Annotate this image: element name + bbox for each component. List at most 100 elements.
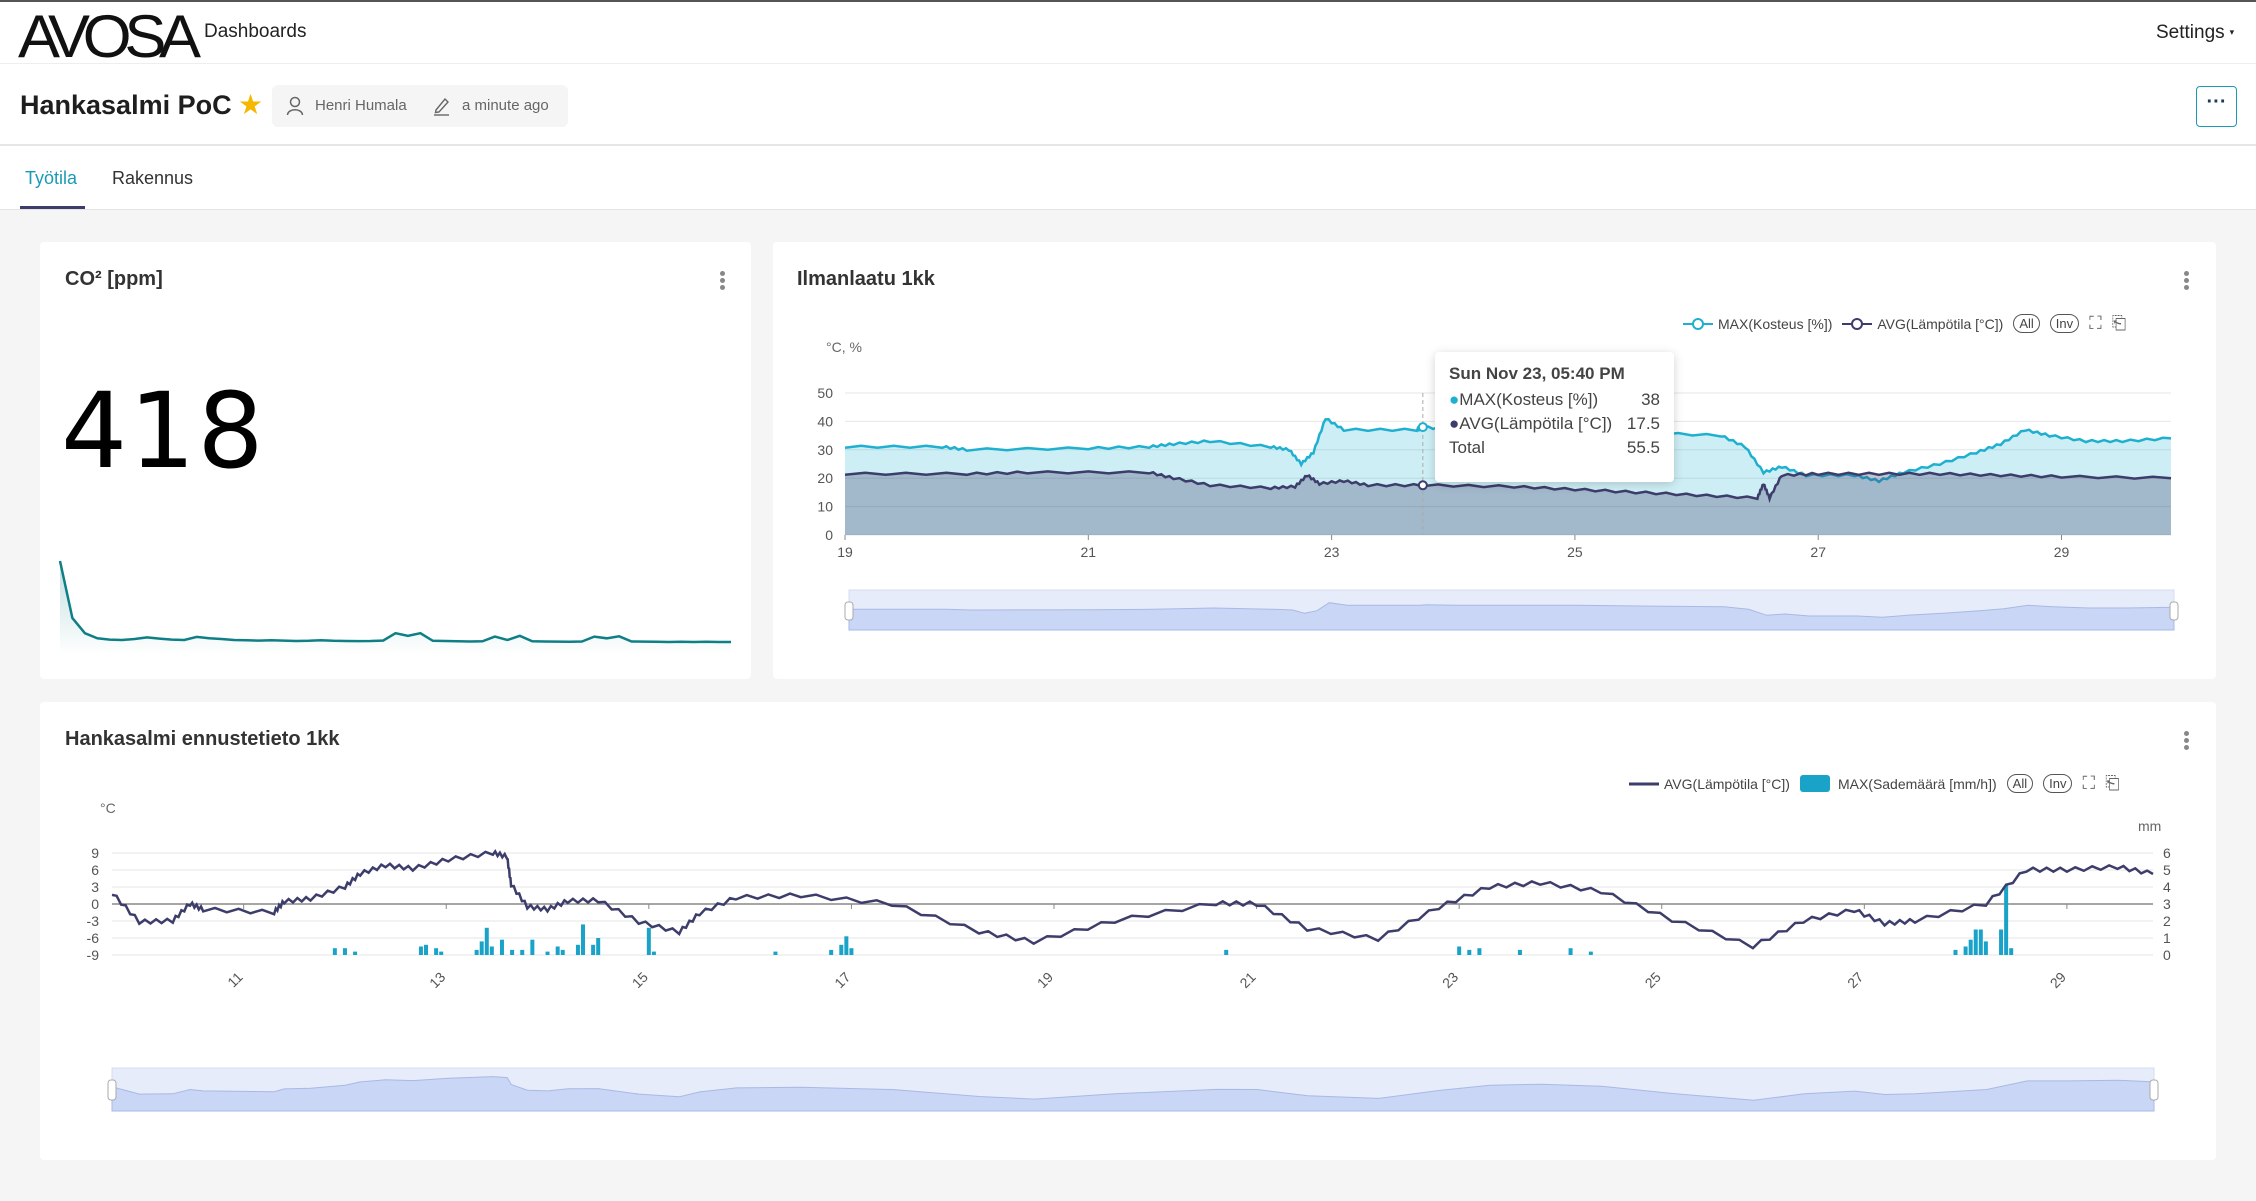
page-title: Hankasalmi PoC <box>20 90 232 120</box>
y2-tick-label: 0 <box>2163 947 2171 963</box>
x-tick-label: 19 <box>837 544 853 560</box>
x-tick-label: 23 <box>1439 969 1461 991</box>
legend-item-kosteus[interactable]: MAX(Kosteus [%]) <box>1683 316 1832 332</box>
card-menu-kebab-icon[interactable] <box>2181 269 2191 293</box>
legend-line-circle-icon <box>1842 317 1873 330</box>
rain-bar <box>489 946 494 955</box>
datazoom-handle[interactable] <box>107 1079 117 1101</box>
zoom-select-icon[interactable]: ⛶ <box>2082 773 2096 793</box>
legend-item-lampotila[interactable]: AVG(Lämpötila [°C]) <box>1842 316 2003 332</box>
avosa-logo[interactable]: AVOSA <box>18 3 201 70</box>
hover-point <box>1417 480 1428 491</box>
legend-inverse-button[interactable]: Inv <box>2049 314 2080 333</box>
y-axis-unit-label: °C, % <box>826 339 862 355</box>
datazoom-preview <box>111 1076 2155 1112</box>
rain-bar <box>1953 949 1958 955</box>
rain-bar <box>342 948 347 955</box>
rain-bar <box>1973 929 1978 955</box>
chart-legend: AVG(Lämpötila [°C]) MAX(Sademäärä [mm/h]… <box>1629 773 2119 794</box>
x-tick-label: 15 <box>629 969 651 991</box>
rain-bar <box>560 949 565 955</box>
rain-bar <box>773 951 778 955</box>
y-tick-label: -3 <box>87 913 100 929</box>
tooltip-label: MAX(Kosteus [%]) <box>1459 390 1599 409</box>
x-tick-label: 27 <box>1810 544 1826 560</box>
owner-name: Henri Humala <box>315 97 407 114</box>
zoom-reset-icon[interactable]: ⎗ <box>2105 773 2120 793</box>
rain-bar <box>479 941 484 955</box>
tooltip-label: Total <box>1449 438 1485 457</box>
nav-dashboards-link[interactable]: Dashboards <box>204 21 307 42</box>
tab-rakennus[interactable]: Rakennus <box>112 168 194 188</box>
y-axis-unit-label: °C <box>100 800 116 816</box>
x-tick-label: 21 <box>1081 544 1097 560</box>
co2-area <box>60 561 731 655</box>
legend-line-icon <box>1629 782 1659 785</box>
card-menu-kebab-icon[interactable] <box>717 269 727 293</box>
y-tick-label: 20 <box>817 470 833 486</box>
rain-bar <box>1517 949 1522 955</box>
datazoom-handle[interactable] <box>2149 1079 2159 1101</box>
zoom-select-icon[interactable]: ⛶ <box>2089 313 2102 333</box>
series-line-1 <box>844 470 2172 504</box>
y-tick-label: 40 <box>817 413 833 429</box>
legend-select-all-button[interactable]: All <box>2006 774 2034 793</box>
favorite-star-icon[interactable]: ★ <box>238 89 264 120</box>
settings-label: Settings <box>2156 22 2225 43</box>
legend-line-circle-icon <box>1683 317 1713 330</box>
rain-bar <box>591 944 596 955</box>
rain-bar <box>849 948 854 955</box>
rain-bar <box>2009 948 2014 955</box>
rain-bar <box>1467 949 1472 955</box>
datazoom-handle[interactable] <box>844 601 854 621</box>
y2-axis-unit-label: mm <box>2138 818 2161 834</box>
more-actions-button[interactable]: ··· <box>2196 86 2237 127</box>
legend-item-lampotila[interactable]: AVG(Lämpötila [°C]) <box>1629 776 1790 792</box>
datazoom-handle[interactable] <box>2169 601 2179 621</box>
rain-bar <box>1477 948 1482 955</box>
x-tick-label: 29 <box>2054 544 2070 560</box>
y2-tick-label: 2 <box>2163 913 2171 929</box>
rain-bar <box>353 951 358 955</box>
tooltip-value: 38 <box>1641 390 1660 409</box>
tooltip-row: ●MAX(Kosteus [%]) 38 <box>1449 390 1660 409</box>
tooltip-title: Sun Nov 23, 05:40 PM <box>1449 364 1625 383</box>
rain-bar <box>555 946 560 955</box>
zoom-reset-icon[interactable]: ⎗ <box>2111 313 2127 333</box>
user-icon <box>286 96 304 116</box>
x-tick-label: 23 <box>1324 544 1340 560</box>
temperature-line <box>111 848 2154 950</box>
legend-inverse-button[interactable]: Inv <box>2043 774 2073 793</box>
y2-tick-label: 5 <box>2163 862 2171 878</box>
tooltip-label: AVG(Lämpötila [°C]) <box>1459 414 1613 433</box>
legend-item-sademaara[interactable]: MAX(Sademäärä [mm/h]) <box>1799 775 1997 792</box>
rain-bar <box>1588 951 1593 955</box>
y-tick-label: -6 <box>87 930 100 946</box>
dashboard-meta: Henri Humala a minute ago <box>272 85 568 127</box>
x-tick-label: 25 <box>1642 969 1664 991</box>
tooltip-row: Total 55.5 <box>1449 438 1660 458</box>
rain-bar <box>1224 949 1229 955</box>
x-tick-label: 17 <box>831 969 853 991</box>
card-menu-kebab-icon[interactable] <box>2181 729 2191 753</box>
rain-bar <box>484 927 489 955</box>
legend-label: AVG(Lämpötila [°C]) <box>1664 775 1790 792</box>
hover-point <box>1417 422 1428 433</box>
legend-select-all-button[interactable]: All <box>2013 314 2040 333</box>
y2-tick-label: 4 <box>2163 879 2171 895</box>
rain-bar <box>839 944 844 955</box>
tooltip-row: ●AVG(Lämpötila [°C]) 17.5 <box>1449 414 1660 433</box>
nav-settings-menu[interactable]: Settings ▾ <box>2156 22 2234 44</box>
tooltip-value: 55.5 <box>1626 438 1660 457</box>
y-tick-label: 30 <box>817 442 833 458</box>
co2-card: CO² [ppm] 418 <box>40 242 751 679</box>
legend-bar-swatch-icon <box>1799 775 1830 792</box>
co2-line <box>58 560 731 644</box>
x-tick-label: 29 <box>2047 969 2069 991</box>
rain-bar <box>2004 885 2009 955</box>
datazoom-preview <box>848 602 2175 631</box>
card-title: Hankasalmi ennustetieto 1kk <box>65 728 340 750</box>
y-tick-label: 50 <box>817 385 833 401</box>
tab-tyotila[interactable]: Työtila <box>25 168 78 188</box>
